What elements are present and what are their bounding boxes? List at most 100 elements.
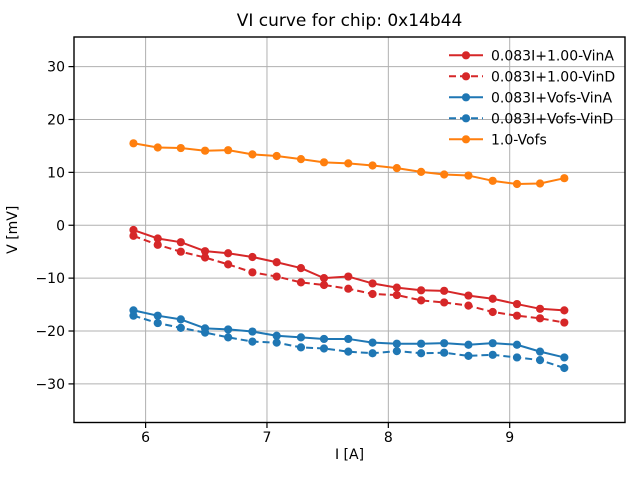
series-marker: [440, 286, 449, 295]
series-marker: [344, 159, 353, 168]
series-marker: [392, 283, 401, 292]
series-marker: [392, 347, 401, 356]
series-marker: [224, 260, 233, 269]
series-marker: [440, 339, 449, 348]
series-marker: [488, 339, 497, 348]
series-marker: [535, 314, 545, 323]
series-marker: [129, 231, 138, 240]
series-marker: [392, 290, 401, 300]
series-marker: [153, 311, 162, 320]
series-marker: [512, 299, 522, 309]
series-marker: [319, 280, 329, 290]
series-marker: [488, 307, 497, 317]
series-marker: [488, 350, 497, 359]
series-marker: [464, 351, 473, 360]
series-marker: [417, 349, 426, 358]
series-marker: [319, 344, 329, 353]
series-marker: [440, 170, 449, 179]
series-marker: [535, 179, 545, 188]
series-marker: [344, 284, 353, 293]
series-marker: [272, 331, 281, 340]
series-marker: [296, 263, 306, 273]
series-marker: [272, 151, 281, 161]
series-marker: [296, 155, 306, 164]
legend-sample-marker: [461, 114, 471, 123]
series-marker: [224, 325, 233, 334]
series-marker: [153, 234, 162, 243]
series-marker: [440, 298, 449, 307]
legend-label: 1.0-Vofs: [491, 132, 547, 148]
y-tick-label: 20: [47, 112, 65, 128]
series-marker: [176, 247, 185, 256]
legend-sample-marker: [461, 93, 471, 102]
series-marker: [224, 146, 233, 155]
series-marker: [224, 333, 233, 342]
y-axis-label: V [mV]: [5, 206, 21, 254]
series-marker: [344, 272, 353, 281]
series-marker: [248, 327, 257, 336]
series-marker: [560, 353, 569, 362]
series-marker: [296, 333, 306, 342]
series-marker: [392, 164, 401, 173]
series-marker: [464, 171, 473, 180]
plot-border: [73, 36, 626, 424]
series-marker: [440, 348, 449, 357]
series-marker: [319, 158, 329, 167]
series-marker: [368, 338, 377, 347]
series-marker: [296, 343, 306, 352]
series-marker: [176, 238, 185, 247]
legend-label: 0.083I+Vofs-VinD: [491, 111, 613, 127]
legend-label: 0.083I+Vofs-VinA: [491, 90, 612, 106]
x-tick-label: 7: [263, 430, 272, 446]
chart-title: VI curve for chip: 0x14b44: [236, 11, 463, 31]
series-marker: [248, 337, 257, 346]
x-tick-label: 9: [505, 430, 514, 446]
series-marker: [176, 143, 185, 153]
series-marker: [344, 334, 353, 344]
series-marker: [248, 150, 257, 159]
series-marker: [368, 349, 377, 358]
legend-label: 0.083I+1.00-VinD: [491, 69, 615, 85]
series-marker: [464, 301, 473, 310]
series-marker: [464, 291, 473, 300]
series-marker: [344, 347, 353, 356]
series-marker: [129, 311, 138, 320]
series-marker: [560, 306, 569, 315]
series-marker: [248, 252, 257, 262]
series-marker: [368, 289, 377, 299]
series-marker: [248, 268, 257, 277]
y-tick-label: −10: [35, 271, 65, 287]
series-marker: [368, 161, 377, 170]
series-marker: [488, 294, 497, 303]
series-marker: [512, 340, 522, 349]
y-tick-label: 10: [47, 165, 65, 181]
series-marker: [129, 225, 138, 235]
x-axis-label: I [A]: [335, 447, 364, 463]
series-marker: [319, 274, 329, 283]
y-tick-label: −30: [35, 377, 65, 393]
y-tick-label: −20: [35, 324, 65, 340]
series-marker: [535, 356, 545, 365]
legend-sample-marker: [461, 135, 471, 144]
series-marker: [129, 139, 138, 148]
series-marker: [319, 334, 329, 344]
series-marker: [153, 240, 162, 249]
series-marker: [417, 286, 426, 295]
y-tick-label: 0: [56, 218, 65, 234]
series-marker: [560, 363, 569, 373]
series-marker: [512, 179, 522, 189]
series-marker: [368, 279, 377, 288]
series-line: [133, 229, 565, 312]
series-marker: [417, 339, 426, 348]
series-marker: [153, 318, 162, 328]
x-tick-label: 6: [141, 430, 150, 446]
legend-label: 0.083I+1.00-VinA: [491, 48, 614, 64]
legend-sample-marker: [461, 51, 471, 60]
series-marker: [200, 328, 210, 337]
series-marker: [417, 296, 426, 305]
series-marker: [512, 311, 522, 320]
legend-sample-marker: [461, 72, 471, 81]
series-marker: [200, 253, 210, 262]
